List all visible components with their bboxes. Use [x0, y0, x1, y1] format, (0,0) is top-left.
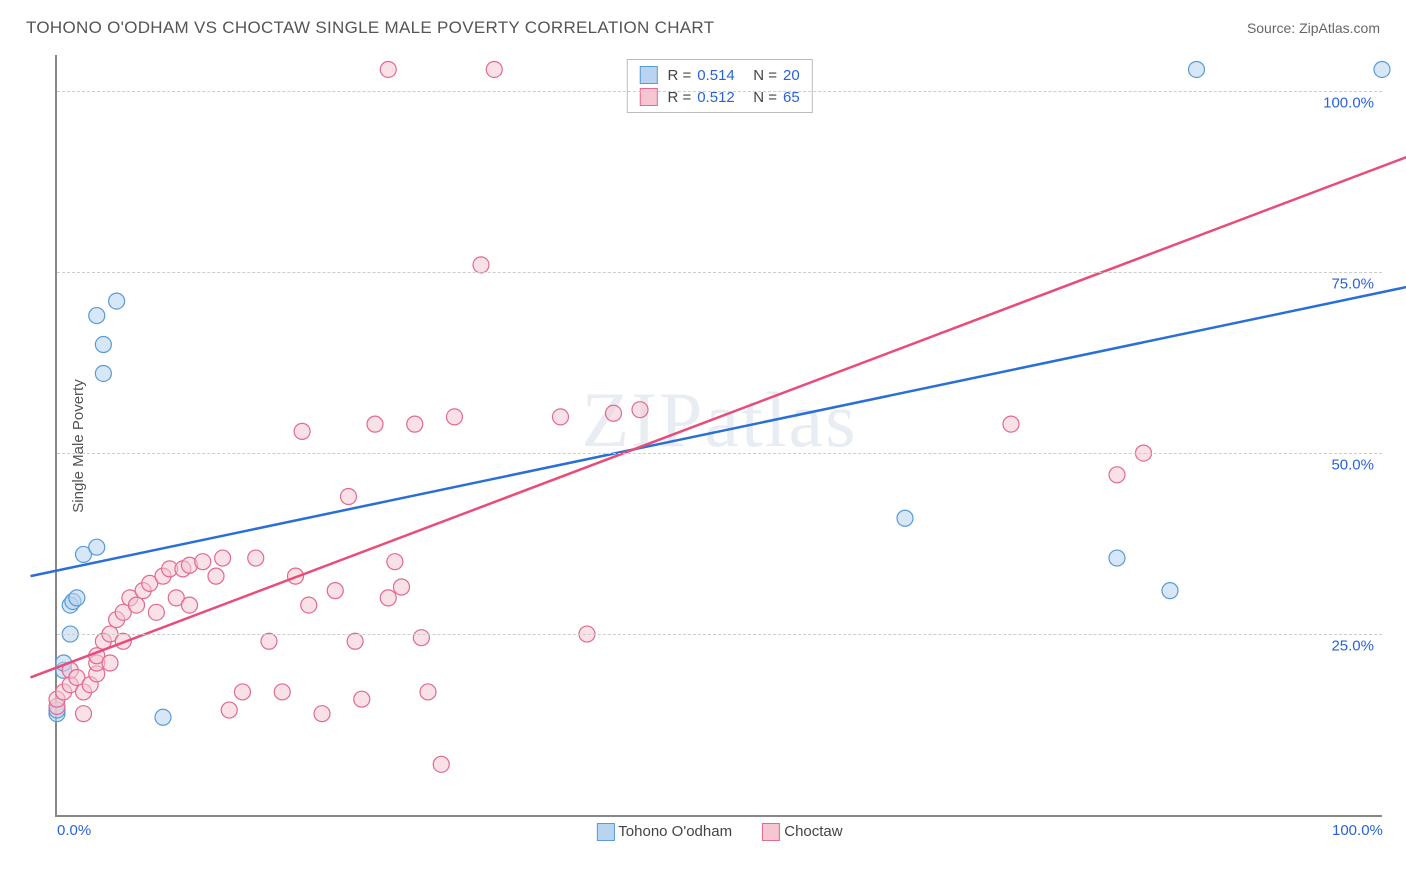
legend-stats-row: R = 0.512 N = 65: [639, 86, 799, 108]
data-point: [1109, 467, 1125, 483]
legend-bottom: Tohono O'odham Choctaw: [596, 823, 842, 841]
data-point: [69, 590, 85, 606]
data-point: [294, 423, 310, 439]
data-point: [102, 655, 118, 671]
data-point: [394, 579, 410, 595]
n-label: N =: [741, 67, 777, 84]
data-point: [433, 756, 449, 772]
ytick-label: 75.0%: [1331, 276, 1374, 293]
data-point: [235, 684, 251, 700]
gridline: [57, 272, 1382, 273]
legend-label: Choctaw: [784, 823, 842, 840]
gridline: [57, 453, 1382, 454]
data-point: [407, 416, 423, 432]
data-point: [221, 702, 237, 718]
data-point: [420, 684, 436, 700]
data-point: [380, 61, 396, 77]
legend-item: Tohono O'odham: [596, 823, 732, 841]
legend-swatch: [762, 823, 780, 841]
data-point: [195, 554, 211, 570]
gridline: [57, 634, 1382, 635]
ytick-label: 25.0%: [1331, 638, 1374, 655]
data-point: [95, 365, 111, 381]
legend-label: Tohono O'odham: [618, 823, 732, 840]
data-point: [1162, 583, 1178, 599]
data-point: [632, 402, 648, 418]
data-point: [182, 597, 198, 613]
r-value: 0.514: [697, 67, 735, 84]
chart-title: TOHONO O'ODHAM VS CHOCTAW SINGLE MALE PO…: [26, 18, 714, 38]
data-point: [215, 550, 231, 566]
data-point: [553, 409, 569, 425]
data-point: [148, 604, 164, 620]
data-point: [208, 568, 224, 584]
data-point: [367, 416, 383, 432]
data-point: [95, 337, 111, 353]
source-label: Source: ZipAtlas.com: [1247, 20, 1380, 36]
legend-stats-row: R = 0.514 N = 20: [639, 64, 799, 86]
data-point: [89, 308, 105, 324]
legend-swatch: [639, 66, 657, 84]
data-point: [413, 630, 429, 646]
data-point: [447, 409, 463, 425]
r-label: R =: [663, 67, 691, 84]
ytick-label: 100.0%: [1323, 95, 1374, 112]
data-point: [1374, 61, 1390, 77]
data-point: [354, 691, 370, 707]
data-point: [380, 590, 396, 606]
data-point: [301, 597, 317, 613]
data-point: [606, 405, 622, 421]
xtick-label: 100.0%: [1332, 822, 1383, 839]
header: TOHONO O'ODHAM VS CHOCTAW SINGLE MALE PO…: [26, 18, 1380, 38]
data-point: [341, 489, 357, 505]
data-point: [261, 633, 277, 649]
xtick-label: 0.0%: [57, 822, 91, 839]
gridline: [57, 91, 1382, 92]
data-point: [314, 706, 330, 722]
trend-line: [31, 287, 1406, 577]
data-point: [473, 257, 489, 273]
data-point: [155, 709, 171, 725]
legend-item: Choctaw: [762, 823, 843, 841]
legend-stats: R = 0.514 N = 20 R = 0.512 N = 65: [626, 59, 812, 113]
n-value: 20: [783, 67, 800, 84]
trend-line: [31, 156, 1406, 677]
data-point: [1109, 550, 1125, 566]
data-point: [387, 554, 403, 570]
data-point: [274, 684, 290, 700]
data-point: [89, 539, 105, 555]
data-point: [109, 293, 125, 309]
plot-area: ZIPatlas R = 0.514 N = 20 R = 0.512 N = …: [55, 55, 1382, 817]
data-point: [1189, 61, 1205, 77]
data-point: [347, 633, 363, 649]
data-point: [897, 510, 913, 526]
data-point: [76, 706, 92, 722]
data-point: [486, 61, 502, 77]
data-point: [327, 583, 343, 599]
data-point: [1003, 416, 1019, 432]
data-point: [129, 597, 145, 613]
ytick-label: 50.0%: [1331, 457, 1374, 474]
legend-swatch: [596, 823, 614, 841]
chart-svg: [57, 55, 1382, 815]
data-point: [248, 550, 264, 566]
